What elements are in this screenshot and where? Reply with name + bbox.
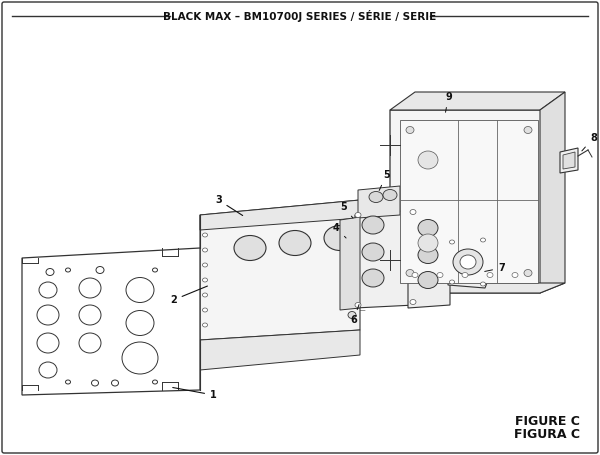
Ellipse shape (203, 263, 208, 267)
Text: FIGURE C: FIGURE C (515, 415, 580, 428)
Ellipse shape (348, 267, 356, 273)
Ellipse shape (460, 255, 476, 269)
Polygon shape (22, 248, 200, 395)
Ellipse shape (418, 272, 438, 288)
Ellipse shape (362, 216, 384, 234)
Ellipse shape (152, 268, 157, 272)
Text: 8: 8 (582, 133, 597, 151)
Text: FIGURA C: FIGURA C (514, 428, 580, 441)
Ellipse shape (46, 268, 54, 275)
Ellipse shape (418, 219, 438, 237)
Ellipse shape (449, 280, 455, 284)
Ellipse shape (355, 212, 361, 217)
Polygon shape (400, 120, 538, 283)
Ellipse shape (96, 267, 104, 273)
Ellipse shape (453, 249, 483, 275)
Text: 6: 6 (350, 304, 359, 325)
Ellipse shape (65, 380, 71, 384)
Ellipse shape (449, 240, 455, 244)
Ellipse shape (79, 305, 101, 325)
Polygon shape (340, 217, 360, 310)
Polygon shape (200, 330, 360, 370)
Polygon shape (540, 92, 565, 293)
Polygon shape (390, 283, 565, 293)
Ellipse shape (355, 303, 361, 308)
Ellipse shape (39, 362, 57, 378)
Polygon shape (390, 92, 565, 110)
Ellipse shape (152, 380, 157, 384)
Ellipse shape (126, 278, 154, 303)
Ellipse shape (203, 248, 208, 252)
Ellipse shape (65, 268, 71, 272)
Ellipse shape (112, 380, 119, 386)
Ellipse shape (362, 269, 384, 287)
Ellipse shape (79, 278, 101, 298)
Ellipse shape (512, 273, 518, 278)
Polygon shape (563, 152, 575, 169)
Ellipse shape (203, 293, 208, 297)
Ellipse shape (348, 282, 356, 288)
Ellipse shape (362, 243, 384, 261)
Ellipse shape (37, 305, 59, 325)
Ellipse shape (418, 234, 438, 252)
Ellipse shape (203, 323, 208, 327)
Text: 5: 5 (379, 170, 390, 191)
Ellipse shape (383, 189, 397, 201)
Polygon shape (358, 186, 400, 218)
Polygon shape (408, 205, 450, 308)
Ellipse shape (348, 297, 356, 303)
Ellipse shape (418, 151, 438, 169)
Ellipse shape (487, 273, 493, 278)
Ellipse shape (91, 380, 98, 386)
Ellipse shape (481, 282, 485, 286)
Text: 3: 3 (215, 195, 242, 216)
Text: 9: 9 (445, 92, 452, 112)
Text: 5: 5 (340, 202, 353, 218)
Ellipse shape (348, 312, 356, 318)
Ellipse shape (203, 308, 208, 312)
Ellipse shape (234, 236, 266, 261)
Polygon shape (560, 148, 578, 173)
Ellipse shape (524, 126, 532, 133)
Ellipse shape (203, 233, 208, 237)
Ellipse shape (79, 333, 101, 353)
Ellipse shape (348, 252, 356, 258)
Text: 4: 4 (333, 223, 346, 238)
Ellipse shape (410, 299, 416, 304)
Ellipse shape (39, 282, 57, 298)
Polygon shape (200, 200, 360, 230)
Ellipse shape (524, 269, 532, 277)
Ellipse shape (203, 278, 208, 282)
Ellipse shape (37, 333, 59, 353)
Polygon shape (200, 200, 360, 340)
Polygon shape (448, 237, 490, 288)
Ellipse shape (126, 310, 154, 335)
Polygon shape (355, 210, 415, 308)
Ellipse shape (412, 273, 418, 278)
Ellipse shape (481, 238, 485, 242)
Ellipse shape (437, 273, 443, 278)
Ellipse shape (406, 269, 414, 277)
Polygon shape (390, 110, 555, 293)
Ellipse shape (462, 273, 468, 278)
Ellipse shape (369, 192, 383, 202)
Ellipse shape (324, 226, 356, 251)
Ellipse shape (279, 231, 311, 256)
Text: 7: 7 (485, 263, 505, 273)
Ellipse shape (410, 209, 416, 214)
Ellipse shape (122, 342, 158, 374)
Text: BLACK MAX – BM10700J SERIES / SÉRIE / SERIE: BLACK MAX – BM10700J SERIES / SÉRIE / SE… (163, 10, 437, 22)
Ellipse shape (418, 247, 438, 263)
Text: 1: 1 (173, 388, 217, 400)
Text: 2: 2 (170, 286, 208, 305)
Ellipse shape (406, 126, 414, 133)
